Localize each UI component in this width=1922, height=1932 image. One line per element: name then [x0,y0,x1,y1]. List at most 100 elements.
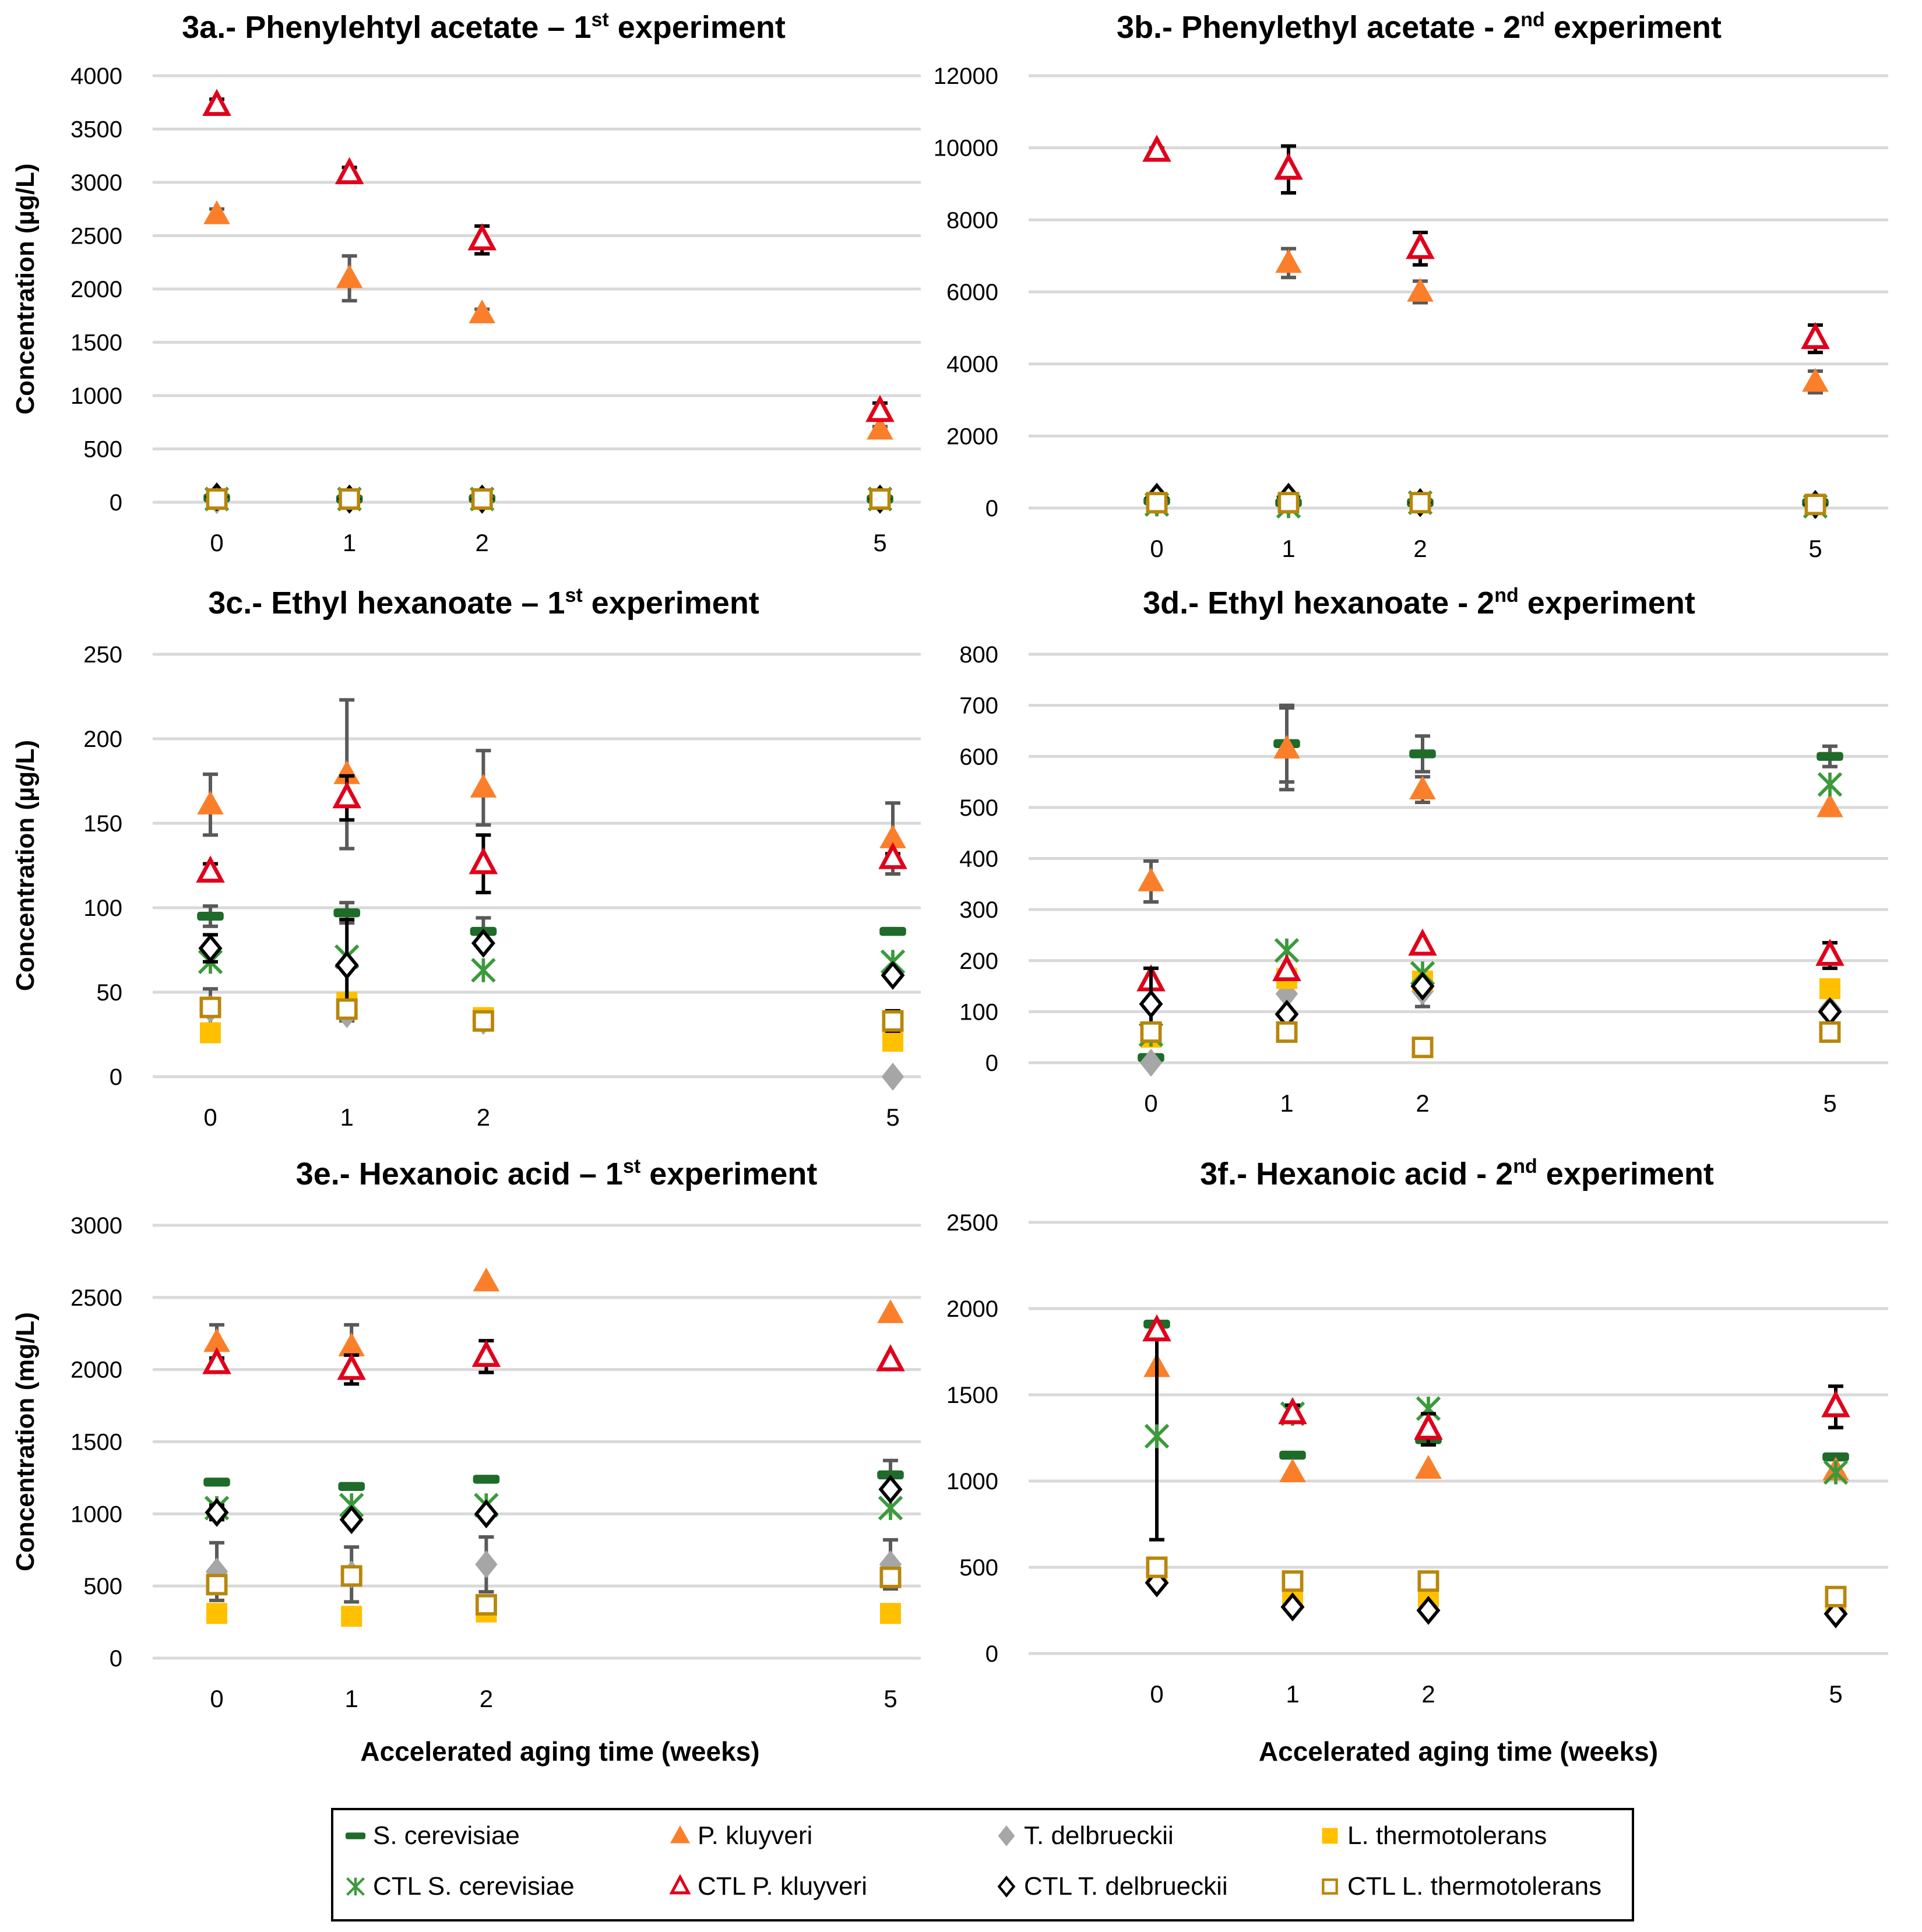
data-point [196,855,225,883]
x-tick-label: 2 [477,1104,490,1131]
data-point [1274,153,1303,180]
series-ctl-l-thermotolerans [206,1565,902,1616]
data-point [199,996,221,1018]
y-tick-label: 500 [959,795,998,821]
data-point [335,950,359,980]
data-point [336,264,363,288]
y-axis-label: Concentration (µg/L) [11,740,40,991]
series-ctl-s-cerevisiae [204,486,893,512]
y-tick-label: 6000 [946,280,998,305]
x-tick-label: 0 [210,529,223,556]
series-l-thermotolerans [206,1601,901,1627]
series-ctl-l-thermotolerans [1140,1021,1841,1059]
data-point [876,1344,905,1372]
x-tick-label: 2 [1421,1680,1435,1708]
y-tick-label: 12000 [934,64,998,89]
series-t-delbrueckii [205,486,892,514]
data-point [1138,867,1164,891]
series-ctl-p-kluyveri [202,1339,905,1386]
data-point [202,1347,231,1374]
series-l-thermotolerans [1146,492,1826,515]
x-tick-label: 0 [203,1104,217,1131]
data-point [1824,1599,1848,1628]
data-point [1277,492,1300,514]
chart-title: 3a.- Phenylehtyl acetate – 1st experimen… [182,9,786,45]
series-p-kluyveri [197,698,906,876]
series-ctl-t-delbrueckii [198,918,905,1013]
data-point [1409,492,1431,514]
data-point [198,933,223,963]
chart-3c: 0 50 100 150 200 250 0 1 2 5 3c.- Ethyl hexanoate … [11,584,921,1131]
chart-title-end: experiment [1519,586,1695,621]
series-l-thermotolerans [1140,968,1840,1048]
chart-3d: 0 100 200 300 400 500 600 700 800 0 1 2 5 3d.- Ethyl … [959,584,1888,1117]
x-tick-label: 1 [1280,1090,1293,1117]
legend-label: P. kluyveri [698,1821,812,1850]
legend-label: CTL S. cerevisiae [373,1872,575,1901]
data-point [1815,939,1844,966]
data-point [1801,322,1830,350]
data-point [203,200,230,224]
data-point [1417,1570,1439,1592]
data-point [1278,1397,1307,1425]
y-tick-label: 600 [959,744,998,770]
data-point [471,1339,501,1367]
data-point [879,1566,902,1588]
x-tick-label: 5 [1808,535,1822,562]
x-tick-label: 1 [343,529,356,556]
legend-label: CTL T. delbrueckii [1024,1872,1228,1901]
data-point [879,824,906,848]
y-tick-label: 100 [959,999,998,1025]
data-point [1409,749,1436,759]
data-point [338,1332,365,1356]
chart-title: 3c.- Ethyl hexanoate – 1st experiment [208,584,759,621]
y-tick-label: 1500 [71,1430,122,1455]
series-t-delbrueckii [205,1535,902,1604]
data-point [1410,971,1435,1001]
series-p-kluyveri [203,200,893,440]
series-ctl-l-thermotolerans [206,488,891,510]
data-point [471,928,495,958]
data-point [1273,735,1300,759]
legend-marker [1322,1828,1338,1844]
y-tick-label: 10000 [934,136,998,161]
data-point [337,1352,367,1380]
y-tick-label: 2000 [946,1296,998,1322]
y-tick-label: 500 [83,1574,122,1599]
series-p-kluyveri [1143,137,1829,395]
data-point [203,1478,230,1487]
chart-3e: 0 500 1000 1500 2000 2500 3000 0 1 2 5 3e.- Hexanoi… [11,1155,921,1767]
y-tick-label: 0 [110,490,122,516]
data-point [473,1267,500,1292]
y-tick-label: 1000 [946,1469,998,1494]
legend-label: CTL P. kluyveri [698,1872,867,1901]
y-tick-label: 3000 [71,170,122,196]
x-axis-label: Accelerated aging time (weeks) [360,1736,759,1767]
data-point [1817,793,1843,817]
data-point [206,488,228,510]
data-point [1142,1314,1171,1342]
y-tick-label: 0 [110,1646,122,1672]
chart-title: 3d.- Ethyl hexanoate - 2nd experiment [1143,584,1695,621]
data-point [470,774,497,798]
series-ctl-l-thermotolerans [199,996,904,1033]
y-tick-label: 400 [959,847,998,872]
y-tick-label: 2500 [946,1210,998,1236]
y-tick-label: 50 [97,980,123,1006]
data-point [1280,1592,1305,1622]
x-tick-label: 5 [1823,1090,1836,1117]
data-point [1276,1021,1298,1043]
x-tick-label: 5 [886,1104,899,1131]
chart-title-sup: st [591,9,608,31]
y-tick-label: 3000 [71,1213,122,1239]
series-ctl-s-cerevisiae [1144,490,1828,519]
y-tick-label: 2500 [71,1285,122,1311]
y-tick-label: 2000 [71,277,122,302]
legend-marker [1322,1878,1338,1895]
y-tick-label: 3500 [71,117,122,143]
chart-title-sup: nd [1513,1155,1537,1177]
series-ctl-p-kluyveri [1142,135,1830,354]
legend-item: CTL L. thermotolerans [1322,1872,1601,1901]
x-tick-label: 0 [210,1685,223,1712]
